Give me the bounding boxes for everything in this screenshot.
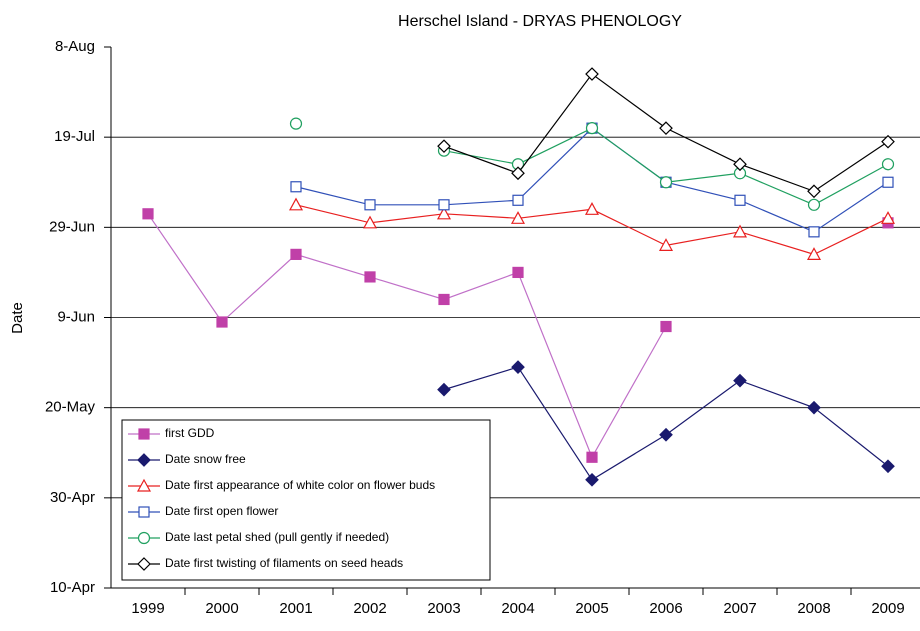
marker [438, 293, 450, 306]
marker [659, 121, 673, 135]
legend-label: Date first appearance of white color on … [165, 478, 435, 492]
marker [733, 157, 747, 172]
y-tick-label: 29-Jun [49, 218, 95, 235]
marker [807, 198, 821, 211]
marker [881, 158, 895, 171]
marker [511, 166, 525, 181]
series-line [443, 127, 889, 206]
series-line [295, 127, 889, 233]
marker [137, 531, 151, 545]
marker [288, 197, 304, 211]
series [437, 67, 895, 199]
marker [806, 247, 822, 260]
marker [438, 199, 450, 211]
marker [584, 202, 600, 215]
chart-title: Herschel Island - DRYAS PHENOLOGY [398, 13, 682, 30]
marker [808, 226, 820, 238]
x-tick-label: 2000 [205, 600, 238, 617]
legend: first GDD Date snow free Date first appear… [121, 419, 491, 581]
marker [882, 176, 894, 188]
marker [586, 451, 598, 463]
y-axis-label: Date [9, 302, 26, 334]
series-line [147, 213, 667, 459]
legend-label: first GDD [165, 426, 215, 440]
marker [807, 400, 821, 415]
legend-label: Date snow free [165, 452, 246, 466]
marker [510, 211, 526, 224]
marker [732, 224, 748, 238]
marker [136, 478, 152, 492]
marker [659, 427, 673, 442]
series-line [443, 366, 889, 481]
marker [881, 459, 895, 474]
marker [362, 215, 378, 229]
y-tick-label: 8-Aug [55, 38, 95, 55]
y-tick-label: 9-Jun [57, 308, 95, 325]
marker [659, 176, 673, 189]
marker [807, 184, 821, 199]
legend-label: Date first twisting of filaments on seed… [165, 556, 403, 570]
y-tick-label: 20-May [45, 399, 96, 416]
marker [880, 211, 896, 224]
x-tick-label: 2001 [279, 600, 312, 617]
marker [364, 271, 376, 283]
x-tick-label: 2009 [871, 600, 904, 617]
marker [733, 373, 747, 388]
y-tick-label: 19-Jul [54, 128, 95, 145]
y-tick-label: 10-Apr [50, 579, 95, 596]
legend-label: Date last petal shed (pull gently if nee… [165, 530, 389, 544]
marker [289, 117, 303, 130]
series [288, 197, 896, 260]
series [289, 117, 895, 211]
x-tick-label: 2003 [427, 600, 460, 617]
marker [660, 320, 672, 333]
marker [216, 316, 228, 328]
marker [512, 266, 524, 279]
marker [138, 428, 150, 440]
marker [512, 194, 524, 206]
series [437, 360, 895, 487]
marker [290, 181, 302, 193]
marker [881, 134, 895, 149]
marker [142, 208, 154, 220]
marker [437, 139, 451, 154]
x-tick-label: 2004 [501, 600, 534, 617]
marker [585, 122, 599, 135]
marker [436, 206, 452, 220]
marker [734, 194, 746, 206]
x-tick-label: 2007 [723, 600, 756, 617]
marker [585, 472, 599, 487]
x-tick-label: 2005 [575, 600, 608, 617]
marker [585, 67, 599, 81]
x-tick-label: 1999 [131, 600, 164, 617]
legend-box [121, 419, 491, 581]
x-tick-label: 2002 [353, 600, 386, 617]
marker [290, 248, 302, 260]
y-tick-label: 30-Apr [50, 489, 95, 506]
marker [511, 360, 525, 374]
marker [364, 199, 376, 211]
marker [437, 382, 451, 397]
marker [137, 557, 151, 571]
legend-label: Date first open flower [165, 504, 278, 518]
marker [658, 238, 674, 251]
x-tick-label: 2006 [649, 600, 682, 617]
x-tick-label: 2008 [797, 600, 830, 617]
marker [137, 453, 151, 467]
marker [138, 506, 150, 518]
series [290, 122, 894, 238]
